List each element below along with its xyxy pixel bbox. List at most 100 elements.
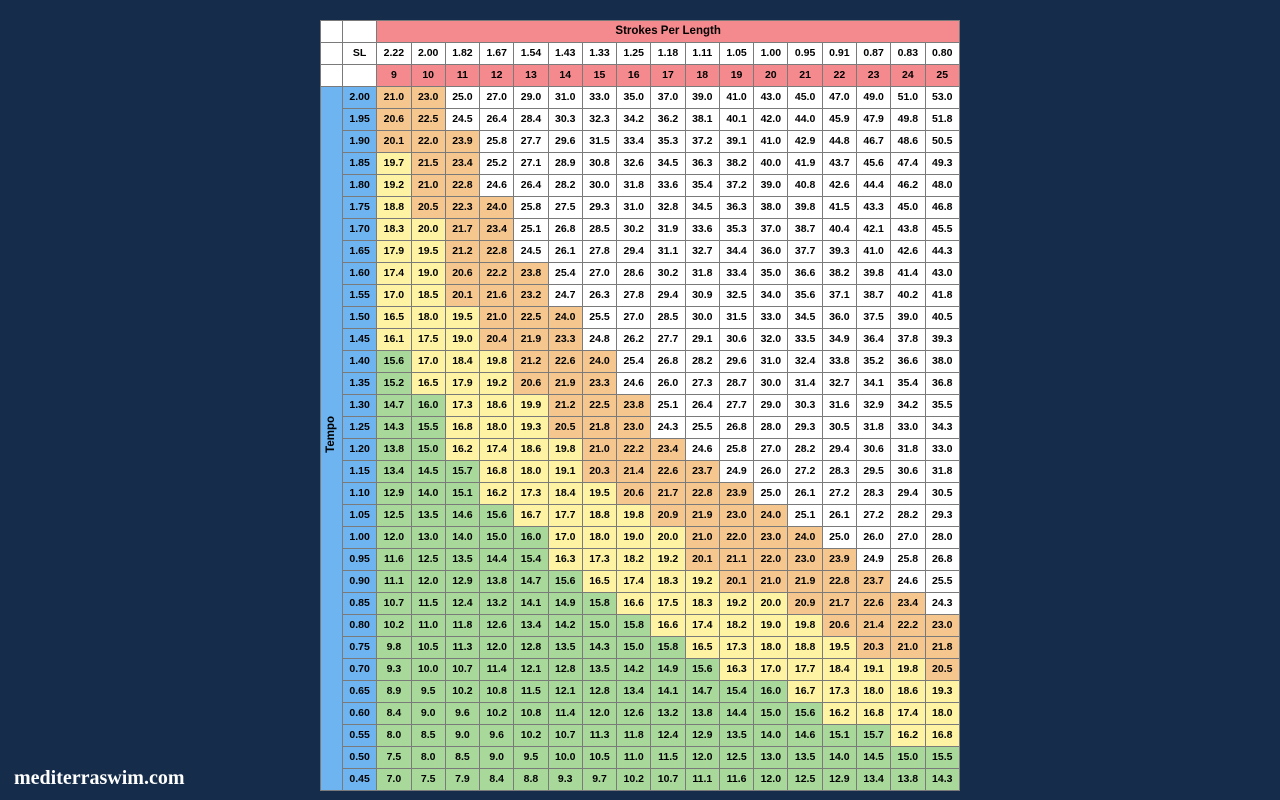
data-cell: 23.7 — [685, 461, 719, 483]
data-cell: 9.0 — [480, 747, 514, 769]
data-cell: 21.8 — [925, 637, 959, 659]
data-cell: 26.0 — [856, 527, 890, 549]
data-cell: 23.2 — [514, 285, 548, 307]
data-cell: 16.1 — [377, 329, 411, 351]
stroke-count-header: 12 — [480, 65, 514, 87]
sl-value: 1.54 — [514, 43, 548, 65]
data-cell: 14.6 — [445, 505, 479, 527]
data-cell: 10.0 — [411, 659, 445, 681]
data-cell: 13.5 — [445, 549, 479, 571]
data-cell: 16.8 — [856, 703, 890, 725]
data-cell: 11.3 — [582, 725, 616, 747]
data-cell: 15.1 — [445, 483, 479, 505]
data-cell: 26.4 — [514, 175, 548, 197]
data-cell: 35.2 — [856, 351, 890, 373]
data-cell: 12.8 — [548, 659, 582, 681]
tempo-row-header: 1.50 — [343, 307, 377, 329]
data-cell: 31.8 — [925, 461, 959, 483]
tempo-row-header: 1.60 — [343, 263, 377, 285]
data-cell: 16.2 — [891, 725, 925, 747]
data-cell: 20.0 — [651, 527, 685, 549]
data-cell: 9.0 — [445, 725, 479, 747]
data-cell: 51.8 — [925, 109, 959, 131]
data-cell: 28.6 — [617, 263, 651, 285]
data-cell: 30.3 — [788, 395, 822, 417]
data-cell: 20.5 — [548, 417, 582, 439]
data-cell: 38.7 — [856, 285, 890, 307]
data-cell: 27.8 — [617, 285, 651, 307]
tempo-row-header: 1.25 — [343, 417, 377, 439]
data-cell: 15.8 — [617, 615, 651, 637]
data-cell: 12.0 — [411, 571, 445, 593]
data-cell: 41.0 — [856, 241, 890, 263]
data-cell: 30.5 — [925, 483, 959, 505]
data-cell: 22.0 — [411, 131, 445, 153]
data-cell: 40.8 — [788, 175, 822, 197]
data-cell: 43.0 — [754, 87, 788, 109]
data-cell: 37.0 — [651, 87, 685, 109]
data-cell: 22.6 — [856, 593, 890, 615]
data-cell: 24.0 — [480, 197, 514, 219]
tempo-row-header: 1.10 — [343, 483, 377, 505]
data-cell: 26.0 — [754, 461, 788, 483]
data-cell: 43.8 — [891, 219, 925, 241]
data-cell: 21.9 — [685, 505, 719, 527]
data-cell: 24.9 — [719, 461, 753, 483]
stroke-count-header: 19 — [719, 65, 753, 87]
data-cell: 28.5 — [582, 219, 616, 241]
data-cell: 20.5 — [925, 659, 959, 681]
sl-value: 0.91 — [822, 43, 856, 65]
data-cell: 27.2 — [788, 461, 822, 483]
data-cell: 38.2 — [822, 263, 856, 285]
sl-value: 1.82 — [445, 43, 479, 65]
data-cell: 35.5 — [925, 395, 959, 417]
tempo-row-header: 1.20 — [343, 439, 377, 461]
sl-value: 0.87 — [856, 43, 890, 65]
data-cell: 12.4 — [651, 725, 685, 747]
data-cell: 25.1 — [788, 505, 822, 527]
data-cell: 25.0 — [822, 527, 856, 549]
data-cell: 24.6 — [617, 373, 651, 395]
data-cell: 21.5 — [411, 153, 445, 175]
stroke-count-header: 24 — [891, 65, 925, 87]
data-cell: 11.5 — [514, 681, 548, 703]
data-cell: 49.8 — [891, 109, 925, 131]
data-cell: 20.4 — [480, 329, 514, 351]
data-cell: 17.3 — [582, 549, 616, 571]
data-cell: 16.7 — [788, 681, 822, 703]
data-cell: 11.1 — [685, 769, 719, 791]
data-cell: 17.0 — [377, 285, 411, 307]
data-cell: 41.9 — [788, 153, 822, 175]
data-cell: 19.0 — [445, 329, 479, 351]
data-cell: 46.8 — [925, 197, 959, 219]
data-cell: 12.9 — [822, 769, 856, 791]
data-cell: 34.5 — [651, 153, 685, 175]
tempo-row-header: 1.70 — [343, 219, 377, 241]
data-cell: 8.8 — [514, 769, 548, 791]
data-cell: 37.5 — [856, 307, 890, 329]
data-cell: 23.4 — [445, 153, 479, 175]
tempo-row-header: 1.45 — [343, 329, 377, 351]
data-cell: 15.0 — [754, 703, 788, 725]
data-cell: 30.2 — [651, 263, 685, 285]
data-cell: 16.2 — [445, 439, 479, 461]
data-cell: 30.8 — [582, 153, 616, 175]
data-cell: 23.9 — [445, 131, 479, 153]
data-cell: 42.0 — [754, 109, 788, 131]
data-cell: 34.3 — [925, 417, 959, 439]
data-cell: 32.7 — [685, 241, 719, 263]
data-cell: 11.8 — [445, 615, 479, 637]
data-cell: 17.0 — [548, 527, 582, 549]
data-cell: 19.8 — [788, 615, 822, 637]
data-cell: 25.8 — [480, 131, 514, 153]
data-cell: 16.5 — [582, 571, 616, 593]
data-cell: 31.6 — [822, 395, 856, 417]
data-cell: 14.7 — [685, 681, 719, 703]
data-cell: 14.3 — [582, 637, 616, 659]
tempo-row-header: 1.55 — [343, 285, 377, 307]
data-cell: 35.4 — [685, 175, 719, 197]
data-cell: 15.8 — [651, 637, 685, 659]
data-cell: 9.5 — [411, 681, 445, 703]
tempo-axis-label: Tempo — [321, 87, 343, 791]
data-cell: 16.5 — [685, 637, 719, 659]
